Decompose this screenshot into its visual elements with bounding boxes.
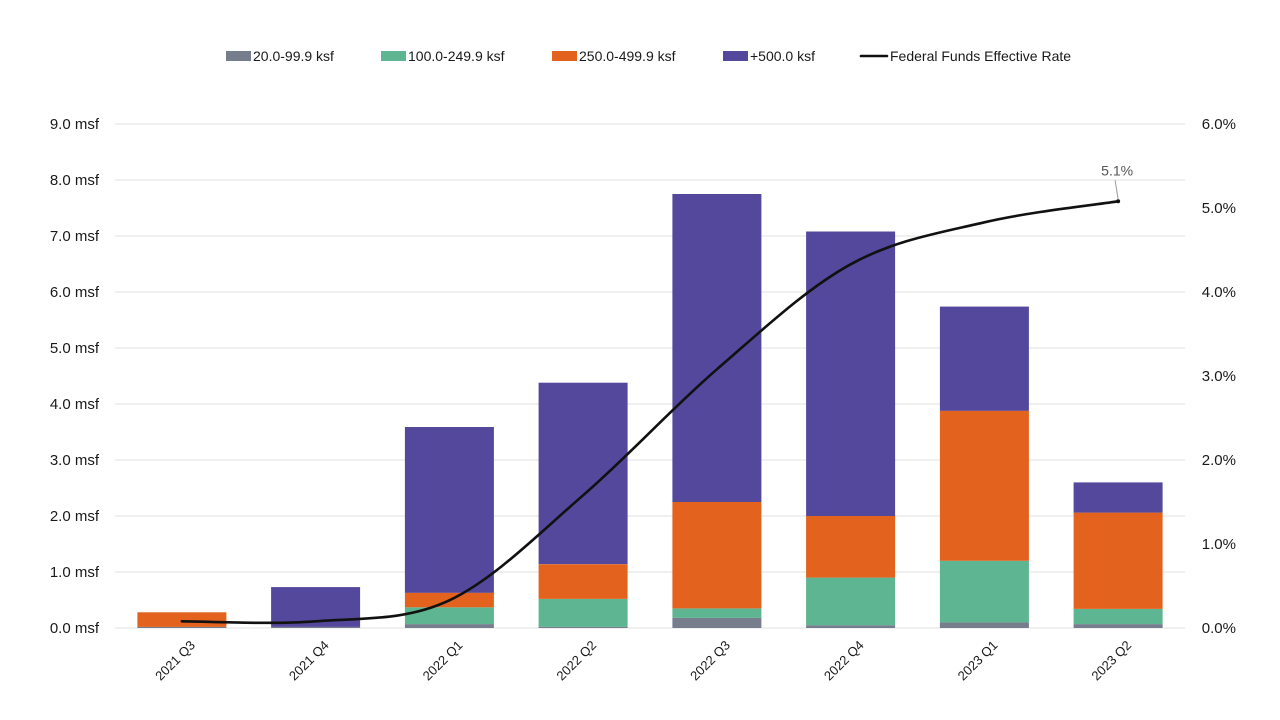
left-tick-label: 1.0 msf	[50, 564, 100, 581]
legend-label: 100.0-249.9 ksf	[408, 48, 505, 64]
bar-segment	[806, 516, 896, 578]
bar-segment	[806, 577, 896, 626]
left-axis: 0.0 msf 1.0 msf 2.0 msf 3.0 msf 4.0 msf 5.0 m…	[50, 116, 100, 637]
legend-label: 20.0-99.9 ksf	[253, 48, 334, 64]
x-tick-label: 2022 Q3	[687, 638, 733, 684]
x-tick-label: 2022 Q2	[553, 638, 599, 684]
legend-swatch	[552, 51, 577, 61]
left-tick-label: 4.0 msf	[50, 396, 100, 413]
data-label-leader	[1114, 180, 1119, 200]
legend-swatch	[381, 51, 406, 61]
legend-label: +500.0 ksf	[750, 48, 815, 64]
left-tick-label: 2.0 msf	[50, 508, 100, 525]
bar-segment	[806, 231, 896, 516]
bar-segment	[939, 306, 1029, 411]
right-tick-label: 4.0%	[1202, 284, 1236, 301]
bar-segment	[806, 625, 896, 628]
bar-segment	[939, 622, 1029, 628]
bar-segment	[137, 612, 227, 627]
left-tick-label: 8.0 msf	[50, 172, 100, 189]
rate-line-group: 5.1%	[180, 162, 1133, 625]
bar-segment	[672, 194, 762, 502]
x-tick-label: 2023 Q1	[955, 638, 1001, 684]
rate-end-label: 5.1%	[1101, 162, 1133, 178]
left-tick-label: 5.0 msf	[50, 340, 100, 357]
bar-segment	[939, 410, 1029, 561]
left-tick-label: 9.0 msf	[50, 116, 100, 133]
bar-segment	[404, 427, 494, 593]
legend: 20.0-99.9 ksf 100.0-249.9 ksf 250.0-499.9 …	[226, 48, 1071, 64]
bar-segment	[1073, 624, 1163, 628]
right-tick-label: 2.0%	[1202, 452, 1236, 469]
bar-segment	[939, 560, 1029, 623]
rate-line-end-point	[1116, 199, 1121, 204]
bar-segment	[1073, 512, 1163, 609]
x-tick-label: 2023 Q2	[1088, 638, 1134, 684]
left-tick-label: 3.0 msf	[50, 452, 100, 469]
bar-segment	[672, 502, 762, 609]
right-tick-label: 3.0%	[1202, 368, 1236, 385]
bar-segment	[672, 608, 762, 618]
legend-swatch	[723, 51, 748, 61]
bar-segment	[672, 617, 762, 628]
right-tick-label: 0.0%	[1202, 620, 1236, 637]
legend-label: Federal Funds Effective Rate	[890, 48, 1071, 64]
x-tick-label: 2022 Q1	[420, 638, 466, 684]
bar-segment	[404, 607, 494, 625]
bar-segment	[538, 598, 628, 627]
bar-segment	[538, 626, 628, 628]
x-tick-label: 2021 Q4	[286, 638, 332, 684]
x-axis: 2021 Q3 2021 Q4 2022 Q1 2022 Q2 2022 Q3 2022 …	[152, 638, 1134, 684]
right-axis: 0.0% 1.0% 2.0% 3.0% 4.0% 5.0% 6.0%	[1202, 116, 1236, 637]
bar-segment	[271, 626, 361, 628]
legend-swatch	[226, 51, 251, 61]
bar-segment	[1073, 609, 1163, 625]
bar-segment	[538, 382, 628, 565]
bars	[137, 194, 1163, 628]
bar-segment	[137, 626, 227, 628]
x-tick-label: 2022 Q4	[821, 638, 867, 684]
right-tick-label: 6.0%	[1202, 116, 1236, 133]
left-tick-label: 0.0 msf	[50, 620, 100, 637]
federal-funds-rate-line	[180, 200, 1120, 625]
left-tick-label: 6.0 msf	[50, 284, 100, 301]
bar-segment	[404, 624, 494, 628]
bar-segment	[538, 564, 628, 599]
left-tick-label: 7.0 msf	[50, 228, 100, 245]
legend-label: 250.0-499.9 ksf	[579, 48, 676, 64]
bar-segment	[1073, 482, 1163, 513]
x-tick-label: 2021 Q3	[152, 638, 198, 684]
right-tick-label: 5.0%	[1202, 200, 1236, 217]
right-tick-label: 1.0%	[1202, 536, 1236, 553]
